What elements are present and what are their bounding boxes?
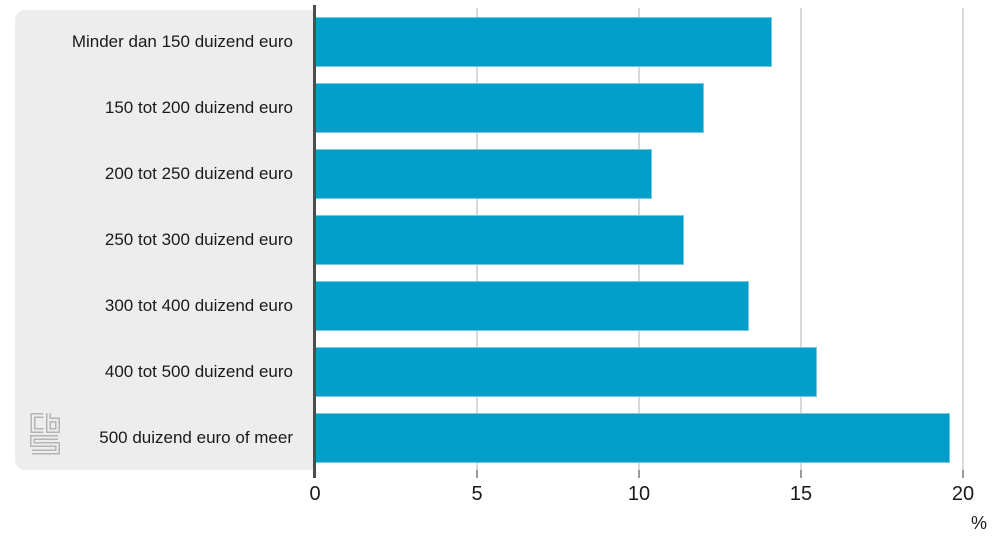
category-label-1: 150 tot 200 duizend euro xyxy=(104,98,293,117)
cbs-logo-icon xyxy=(30,413,60,455)
x-tick-label-0: 0 xyxy=(309,483,321,505)
x-tick-label-15: 15 xyxy=(789,483,813,505)
category-label-6: 500 duizend euro of meer xyxy=(99,428,293,447)
category-label-2: 200 tot 250 duizend euro xyxy=(104,164,293,183)
gridline-15 xyxy=(800,8,802,470)
bar-2[interactable] xyxy=(315,149,652,199)
bar-1[interactable] xyxy=(315,83,704,133)
x-tick-label-20: 20 xyxy=(951,483,975,505)
category-label-5: 400 tot 500 duizend euro xyxy=(104,362,293,381)
x-axis-unit-label: % xyxy=(970,513,987,533)
tick-mark-10 xyxy=(638,470,640,478)
bar-0[interactable] xyxy=(315,17,772,67)
bar-4[interactable] xyxy=(315,281,750,331)
category-label-panel: Minder dan 150 duizend euro 150 tot 200 d… xyxy=(15,10,313,470)
plot-area xyxy=(313,5,993,478)
bar-5[interactable] xyxy=(315,347,818,397)
bar-3[interactable] xyxy=(315,215,685,265)
tick-mark-5 xyxy=(476,470,478,478)
category-label-0: Minder dan 150 duizend euro xyxy=(71,32,293,51)
x-tick-label-10: 10 xyxy=(627,483,651,505)
tick-mark-15 xyxy=(800,470,802,478)
tick-mark-20 xyxy=(962,470,964,478)
gridline-20 xyxy=(962,8,964,470)
category-label-3: 250 tot 300 duizend euro xyxy=(104,230,293,249)
bar-6[interactable] xyxy=(315,413,951,463)
y-axis-line xyxy=(313,5,316,478)
x-tick-label-5: 5 xyxy=(471,483,483,505)
category-label-4: 300 tot 400 duizend euro xyxy=(104,296,293,315)
